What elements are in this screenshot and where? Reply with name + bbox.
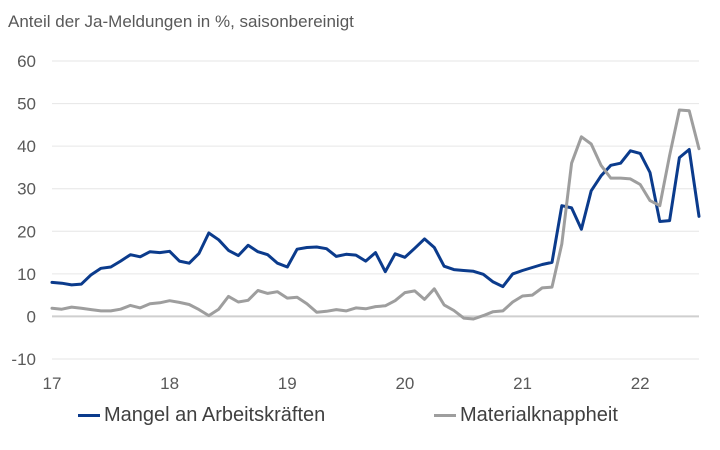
y-tick-label: -10 [11,350,36,369]
series-line-0 [50,148,701,289]
y-tick-label: 10 [17,265,36,284]
line-chart: -10 0 10 20 30 40 50 60 17 18 19 20 21 22 [11,52,701,393]
y-tick-label: 50 [17,95,36,114]
legend-label: Mangel an Arbeitskräften [104,404,326,426]
legend-item-1: Materialknappheit [434,404,618,427]
x-tick-label: 21 [513,374,532,393]
chart-title: Anteil der Ja-Meldungen in %, saisonbere… [8,12,354,31]
x-tick-label: 18 [160,374,179,393]
legend-swatch [434,414,456,417]
y-tick-label: 40 [17,137,36,156]
y-tick-label: 20 [17,222,36,241]
series-line-1 [50,108,701,321]
x-tick-label: 17 [43,374,62,393]
y-tick-label: 30 [17,180,36,199]
x-tick-label: 19 [278,374,297,393]
legend-label: Materialknappheit [460,404,618,426]
tick-labels: -10 0 10 20 30 40 50 60 17 18 19 20 21 22 [11,52,649,393]
legend-swatch [78,414,100,417]
x-tick-label: 20 [395,374,414,393]
y-tick-label: 60 [17,52,36,71]
x-tick-label: 22 [631,374,650,393]
y-tick-label: 0 [27,307,36,326]
legend-item-0: Mangel an Arbeitskräften [78,404,325,427]
series-lines [50,108,701,321]
grid-lines [52,60,699,360]
